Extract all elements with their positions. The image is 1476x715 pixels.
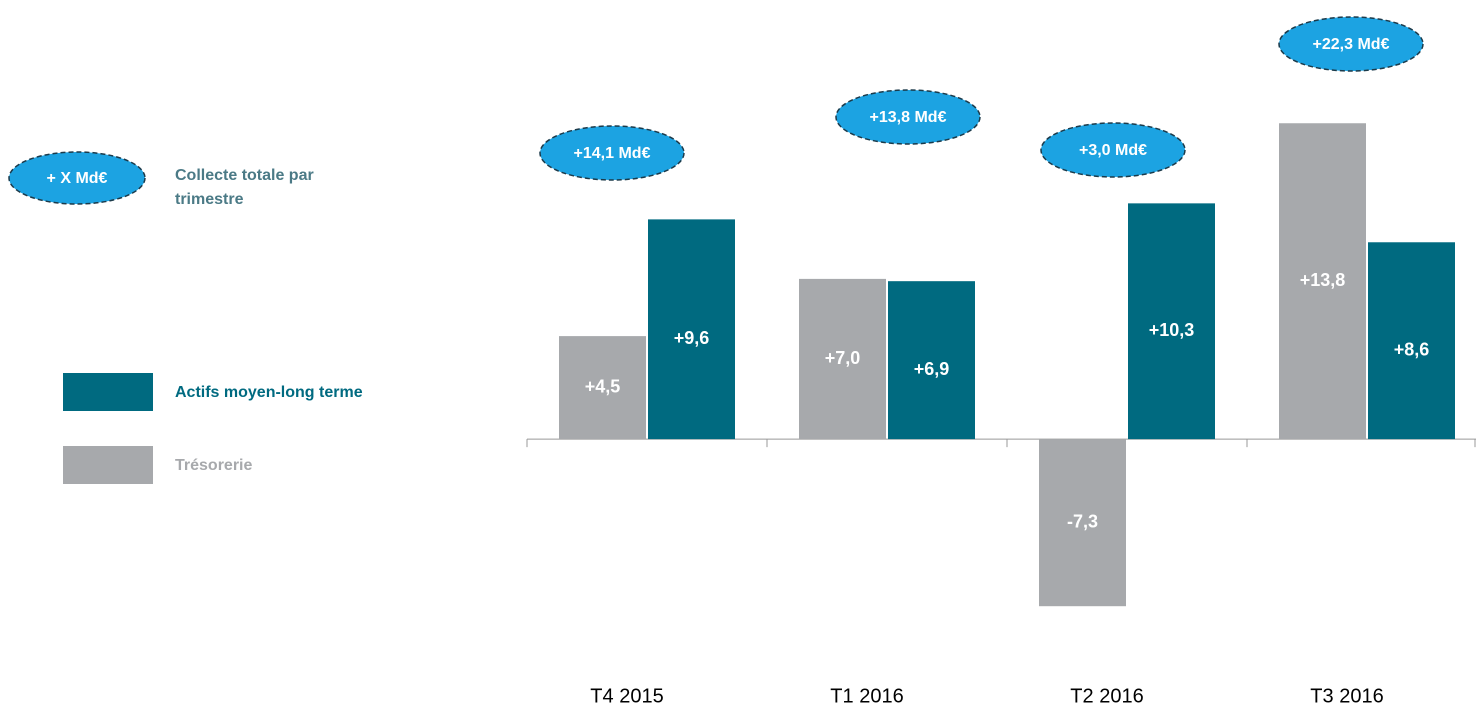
total-label: +22,3 Md€ bbox=[1313, 36, 1390, 53]
bar bbox=[888, 281, 975, 440]
legend-swatch bbox=[63, 446, 153, 484]
bar bbox=[1279, 123, 1366, 440]
total-label: +14,1 Md€ bbox=[574, 145, 651, 162]
legend-bubble bbox=[8, 151, 146, 205]
bar bbox=[1368, 242, 1455, 440]
value-label: +8,6 bbox=[1394, 339, 1430, 359]
x-tick-label: T4 2015 bbox=[590, 685, 663, 707]
legend-label: Trésorerie bbox=[175, 457, 252, 474]
value-label: +13,8 bbox=[1300, 270, 1346, 290]
value-label: +9,6 bbox=[674, 328, 710, 348]
bar bbox=[1039, 439, 1126, 607]
legend-bubble-label: + X Md€ bbox=[47, 170, 108, 187]
legend-swatch bbox=[63, 373, 153, 411]
value-label: +6,9 bbox=[914, 359, 950, 379]
legend-label: Actifs moyen-long terme bbox=[175, 384, 363, 401]
total-bubble bbox=[539, 125, 685, 181]
x-tick-label: T1 2016 bbox=[830, 685, 903, 707]
value-label: +4,5 bbox=[585, 376, 621, 396]
bar bbox=[799, 278, 886, 440]
value-label: -7,3 bbox=[1067, 511, 1098, 531]
legend-note: Collecte totale par trimestre bbox=[175, 167, 314, 208]
total-bubble bbox=[1278, 16, 1424, 72]
bar bbox=[648, 219, 735, 440]
value-label: +7,0 bbox=[825, 348, 861, 368]
total-label: +3,0 Md€ bbox=[1079, 142, 1147, 159]
bar bbox=[559, 336, 646, 440]
value-label: +10,3 bbox=[1149, 320, 1195, 340]
total-bubble bbox=[835, 89, 981, 145]
total-bubble bbox=[1040, 122, 1186, 178]
total-label: +13,8 Md€ bbox=[870, 109, 947, 126]
x-tick-label: T3 2016 bbox=[1310, 685, 1383, 707]
bar bbox=[1128, 203, 1215, 440]
x-tick-label: T2 2016 bbox=[1070, 685, 1143, 707]
